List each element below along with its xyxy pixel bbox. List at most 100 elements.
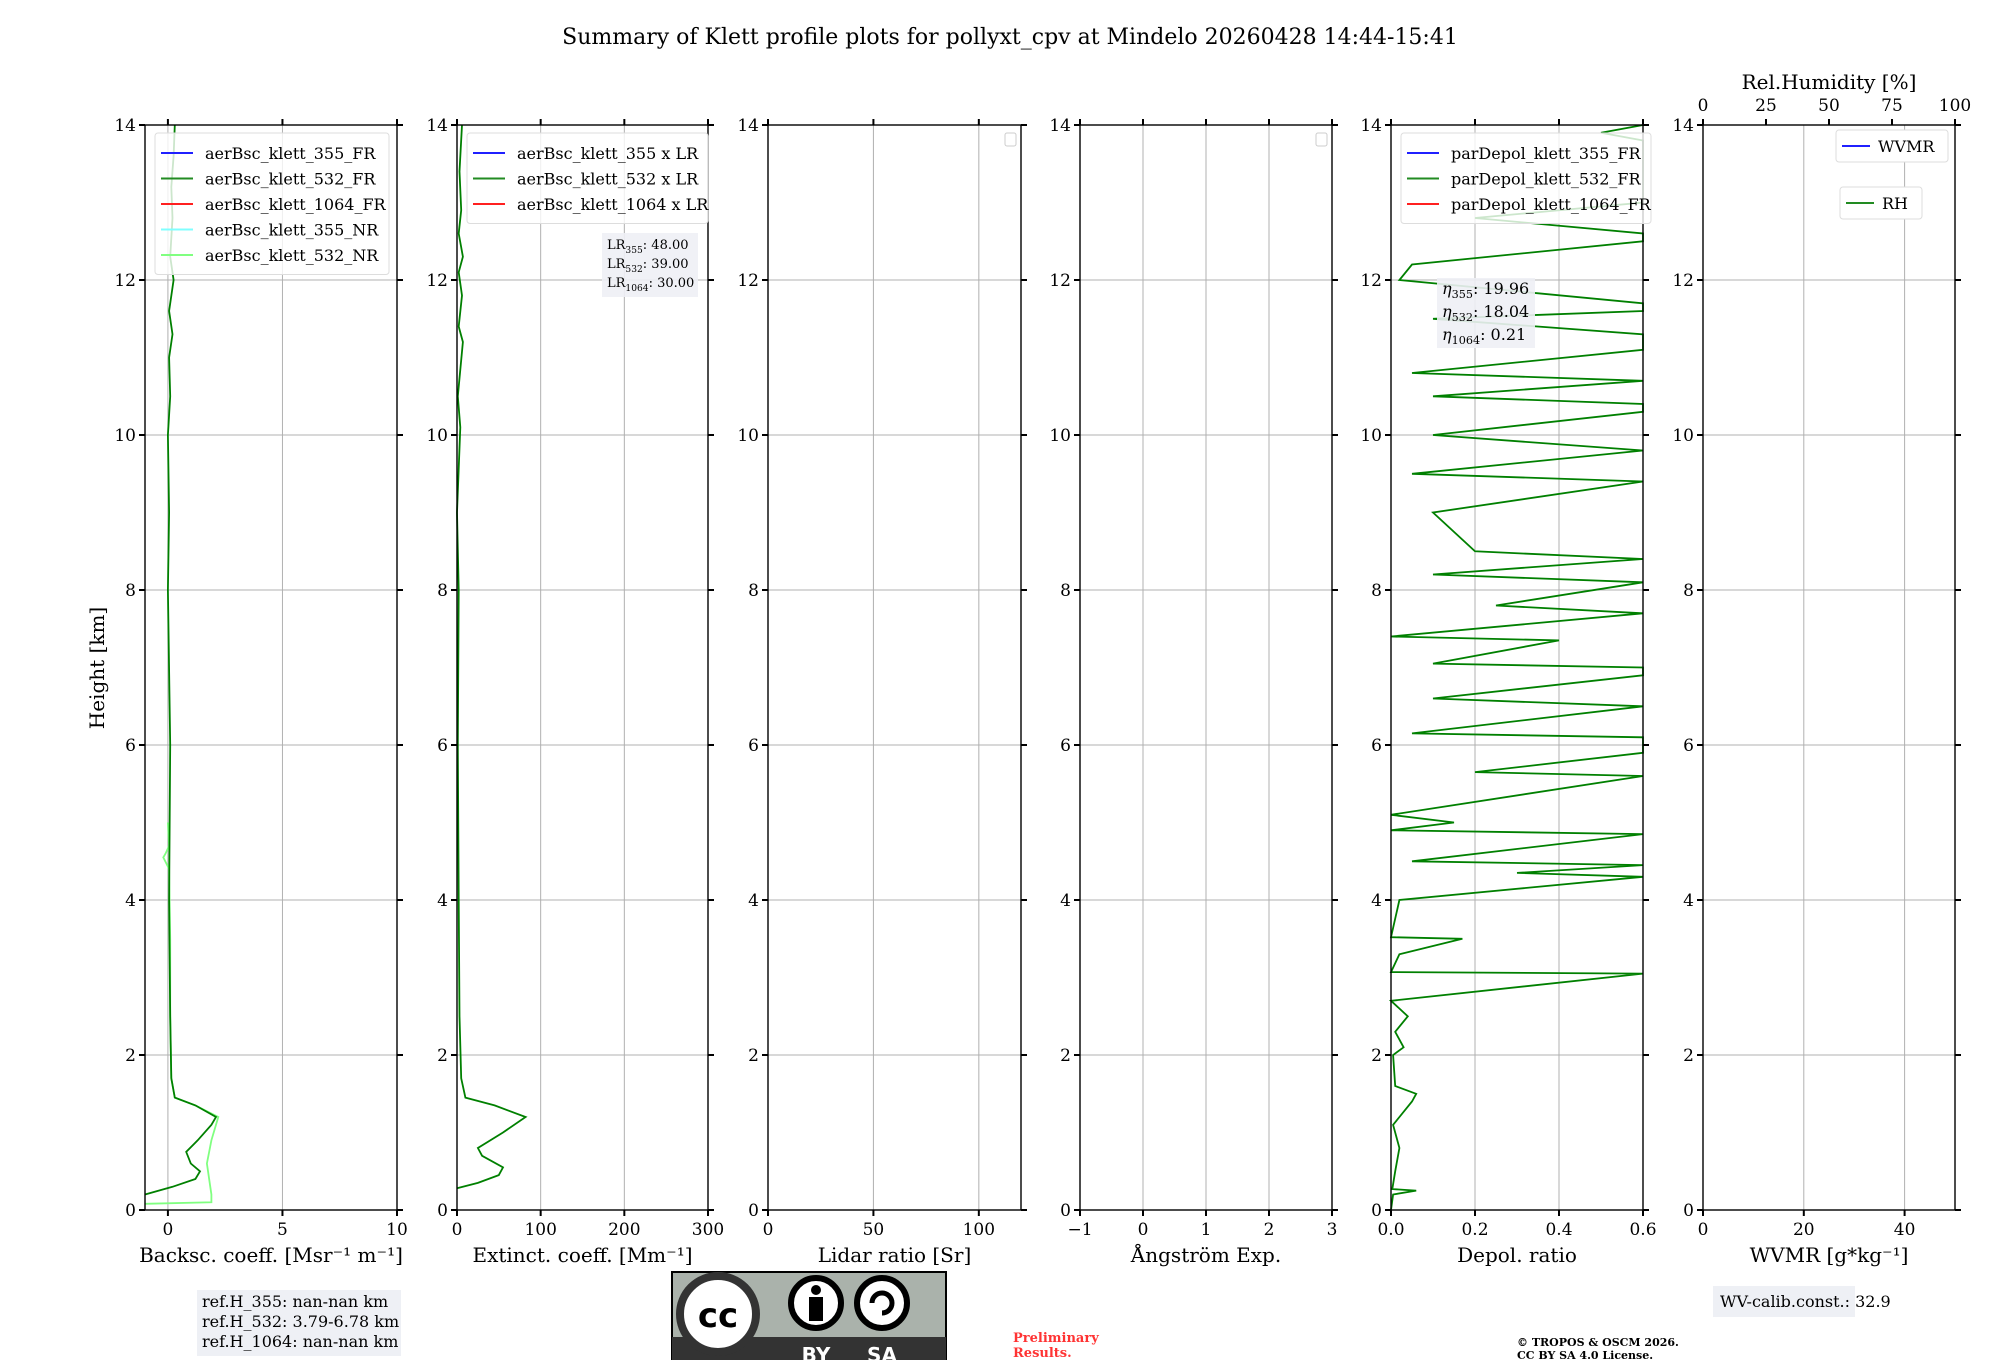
legend-label: aerBsc_klett_532_NR [205, 246, 379, 265]
y-tick-label: 6 [437, 736, 448, 756]
x-tick-label: 100 [524, 1220, 556, 1240]
annotation-line: η355: 19.96 [1442, 279, 1529, 301]
x-tick-label: 0 [162, 1220, 173, 1240]
axes-frame [767, 124, 1022, 1211]
legend-label: aerBsc_klett_532 x LR [517, 170, 699, 189]
legend-label: parDepol_klett_532_FR [1451, 170, 1642, 189]
top-x-tick-label: 100 [1939, 96, 1971, 116]
y-tick-label: 12 [1672, 271, 1694, 291]
copyright-line-1: © TROPOS & OSCM 2026. [1517, 1336, 1679, 1349]
legend-label: parDepol_klett_1064_FR [1451, 195, 1652, 214]
y-tick-label: 4 [1060, 891, 1071, 911]
panel-3: 0 2 4 6 8 10 12 14 0 50 100 Lidar ratio [Sr] [737, 116, 1027, 1267]
annotation-symbol: LR [607, 276, 627, 291]
y-tick-label: 10 [1049, 426, 1071, 446]
annotation-symbol: LR [607, 257, 627, 272]
y-tick-label: 0 [125, 1201, 136, 1221]
series-line-aerbsc-klett-532-fr [144, 124, 218, 1196]
y-tick-label: 12 [1360, 271, 1382, 291]
x-tick-label: 0.6 [1629, 1220, 1656, 1240]
top-x-tick-label: 50 [1818, 96, 1840, 116]
y-tick-label: 0 [1060, 1201, 1071, 1221]
panel-1: 0 2 4 6 8 10 12 14 0 5 10 Backsc. coeff. [Msr⁻¹ m⁻¹… [114, 116, 407, 1267]
x-tick-label: 20 [1793, 1220, 1815, 1240]
y-tick-label: 6 [1060, 736, 1071, 756]
legend-label: aerBsc_klett_355 x LR [517, 144, 699, 163]
x-tick-label: 1 [1201, 1220, 1212, 1240]
x-tick-label: 0.2 [1461, 1220, 1488, 1240]
y-tick-label: 0 [437, 1201, 448, 1221]
y-tick-label: 10 [737, 426, 759, 446]
annotation-line: LR355: 48.00 [607, 238, 689, 256]
y-tick-label: 6 [748, 736, 759, 756]
annotation-value: : 48.00 [643, 238, 689, 253]
y-tick-label: 2 [1371, 1046, 1382, 1066]
x-tick-label: 200 [608, 1220, 640, 1240]
x-tick-label: 0 [1138, 1220, 1149, 1240]
x-tick-label: 2 [1264, 1220, 1275, 1240]
legend: parDepol_klett_355_FR parDepol_klett_532_… [1400, 132, 1652, 224]
annotation-symbol: η [1442, 325, 1452, 344]
legend: aerBsc_klett_355_FR aerBsc_klett_532_FRae… [154, 132, 390, 275]
x-axis-label: Extinct. coeff. [Mm⁻¹] [472, 1243, 692, 1267]
x-tick-label: 0 [1698, 1220, 1709, 1240]
y-tick-label: 14 [114, 116, 136, 136]
x-axis-label: Depol. ratio [1457, 1243, 1577, 1267]
ref-height-355: ref.H_355: nan-nan km [202, 1292, 388, 1311]
x-tick-label: 300 [692, 1220, 724, 1240]
annotation-subscript: 532 [1452, 311, 1473, 324]
x-tick-label: 0.4 [1545, 1220, 1572, 1240]
y-tick-label: 2 [748, 1046, 759, 1066]
annotation-symbol: η [1442, 279, 1452, 298]
x-tick-label: 10 [386, 1220, 408, 1240]
wv-calibration-box: WV-calib.const.: 32.9 [1713, 1286, 1891, 1317]
y-tick-label: 8 [125, 581, 136, 601]
empty-legend [1004, 132, 1017, 147]
x-tick-label: 0 [763, 1220, 774, 1240]
y-tick-label: 2 [1060, 1046, 1071, 1066]
annotation-value: : 30.00 [649, 276, 695, 291]
annotation-symbol: LR [607, 238, 627, 253]
annotation-line: LR1064: 30.00 [607, 276, 694, 294]
series-line-aerbsc-klett-532-x-lr [456, 124, 528, 1190]
x-tick-label: 5 [277, 1220, 288, 1240]
annotation-value: : 0.21 [1480, 325, 1526, 344]
legend-label: RH [1882, 194, 1908, 213]
annotation-line: η532: 18.04 [1442, 302, 1529, 324]
axes-frame [144, 124, 398, 1211]
y-tick-label: 6 [125, 736, 136, 756]
top-x-tick-label: 75 [1881, 96, 1903, 116]
y-tick-label: 10 [114, 426, 136, 446]
y-tick-label: 2 [125, 1046, 136, 1066]
axes-frame [1702, 124, 1956, 1211]
legend-wvmr: WVMR [1835, 129, 1949, 163]
y-tick-label: 6 [1371, 736, 1382, 756]
x-tick-label: 100 [963, 1220, 995, 1240]
annotation-value: : 18.04 [1473, 302, 1529, 321]
annotation-line: LR532: 39.00 [607, 257, 689, 275]
y-tick-label: 8 [748, 581, 759, 601]
y-tick-label: 4 [1683, 891, 1694, 911]
legend-label: aerBsc_klett_1064 x LR [517, 195, 709, 214]
annotation-value: : 39.00 [643, 257, 689, 272]
reference-heights-box: ref.H_355: nan-nan km ref.H_532: 3.79-6.… [197, 1290, 401, 1356]
y-tick-label: 0 [748, 1201, 759, 1221]
cc-icon [676, 1272, 760, 1356]
wv-calibration-constant: WV-calib.const.: 32.9 [1720, 1292, 1891, 1311]
y-tick-label: 4 [125, 891, 136, 911]
annotation-subscript: 1064 [1452, 334, 1480, 347]
x-tick-label: 50 [863, 1220, 885, 1240]
y-tick-label: 0 [1371, 1201, 1382, 1221]
y-tick-label: 2 [437, 1046, 448, 1066]
cc-by-sa-logo: cc BY SA [671, 1271, 947, 1360]
y-tick-label: 14 [737, 116, 759, 136]
y-axis-label: Height [km] [85, 607, 109, 729]
sa-text: SA [867, 1343, 897, 1360]
y-tick-label: 12 [1049, 271, 1071, 291]
